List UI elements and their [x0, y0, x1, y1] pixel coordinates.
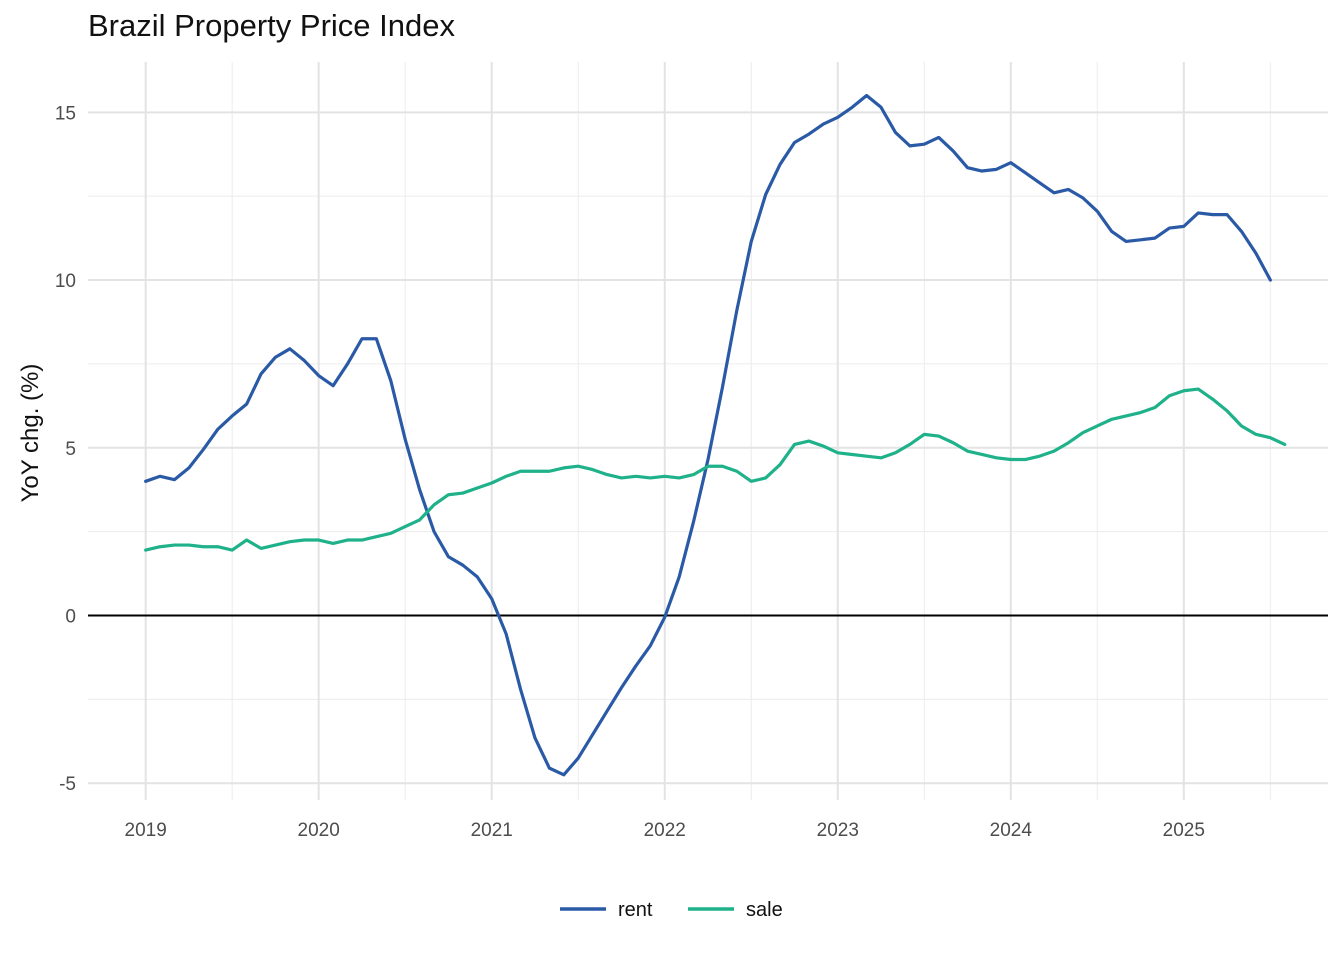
y-axis-label: YoY chg. (%)	[17, 364, 44, 503]
x-tick-label: 2023	[817, 820, 859, 841]
y-tick-label: 15	[55, 103, 76, 124]
y-tick-label: 5	[65, 439, 76, 460]
chart-title: Brazil Property Price Index	[88, 8, 455, 43]
x-tick-label: 2024	[990, 820, 1033, 841]
x-axis-ticks: 2019 2020 2021 2022 2023 2024 2025	[125, 820, 1205, 841]
legend: rent sale	[560, 899, 783, 921]
x-tick-label: 2025	[1163, 820, 1205, 841]
x-tick-label: 2020	[298, 820, 340, 841]
y-tick-label: 0	[65, 607, 76, 628]
legend-label-sale: sale	[746, 899, 783, 921]
series-lines	[144, 93, 1287, 777]
legend-label-rent: rent	[618, 899, 653, 921]
series-line-sale	[144, 387, 1287, 552]
x-tick-label: 2019	[125, 820, 167, 841]
minor-gridlines	[88, 62, 1328, 800]
series-line-rent	[144, 93, 1272, 777]
y-axis-ticks: -5 0 5 10 15	[55, 103, 76, 795]
x-tick-label: 2022	[644, 820, 686, 841]
x-tick-label: 2021	[471, 820, 513, 841]
y-tick-label: 10	[55, 271, 76, 292]
major-gridlines	[88, 62, 1328, 800]
y-tick-label: -5	[59, 774, 76, 795]
